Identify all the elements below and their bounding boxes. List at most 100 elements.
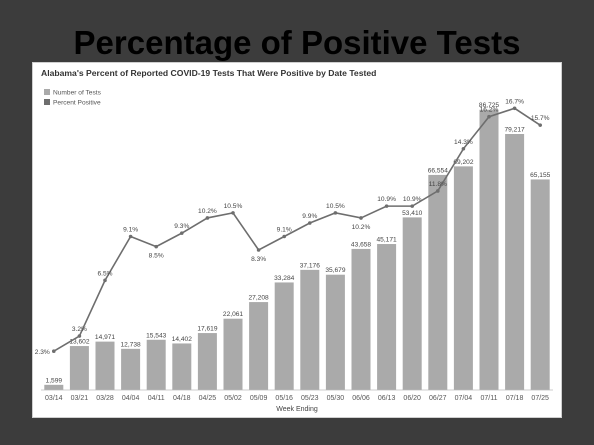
bar-04-04 — [121, 348, 141, 390]
line-point — [410, 204, 415, 208]
bar-label: 12,738 — [121, 341, 142, 348]
bar-04-18 — [172, 343, 192, 390]
line-label: 9.1% — [277, 227, 292, 234]
line-point — [487, 114, 491, 119]
line-point — [154, 244, 158, 249]
bar-label: 43,658 — [351, 241, 372, 248]
line-point — [282, 234, 286, 239]
x-tick-label: 04/18 — [173, 395, 191, 402]
bar-07-18 — [505, 134, 525, 390]
x-tick-label: 06/06 — [352, 395, 370, 402]
line-point — [128, 234, 133, 239]
line-label: 10.2% — [198, 208, 217, 215]
chart-panel: Alabama's Percent of Reported COVID-19 T… — [32, 62, 562, 418]
x-tick-label: 05/23 — [301, 395, 319, 402]
line-label: 2.3% — [35, 349, 50, 356]
bar-label: 86,725 — [479, 102, 500, 109]
line-label: 10.5% — [326, 203, 345, 210]
line-label: 9.9% — [302, 213, 317, 220]
percent-positive-line — [53, 107, 541, 352]
x-tick-label: 07/11 — [481, 395, 498, 402]
bar-05-23 — [300, 269, 320, 390]
line-point — [256, 248, 261, 252]
x-tick-label: 03/21 — [71, 395, 89, 402]
line-label: 15.7% — [531, 115, 550, 122]
legend-swatch-percent — [44, 99, 50, 105]
line-point — [308, 221, 312, 225]
chart-title: Alabama's Percent of Reported COVID-19 T… — [41, 68, 377, 78]
line-label: 6.5% — [97, 270, 112, 277]
line-label: 10.9% — [403, 196, 422, 203]
x-tick-label: 06/20 — [403, 395, 421, 402]
line-label: 10.9% — [377, 196, 396, 203]
bar-03-14 — [44, 384, 64, 390]
x-tick-label: 07/18 — [506, 395, 524, 402]
bar-03-21 — [69, 346, 89, 390]
line-point — [359, 216, 363, 220]
line-label: 10.2% — [352, 224, 371, 231]
line-label: 8.5% — [149, 253, 164, 260]
bar-label: 53,410 — [402, 210, 423, 217]
line-label: 8.3% — [251, 256, 266, 263]
bar-label: 14,402 — [172, 336, 193, 343]
bar-label: 79,217 — [505, 127, 526, 134]
x-tick-label: 06/13 — [378, 395, 396, 402]
bar-04-25 — [197, 333, 217, 390]
x-axis-title: Week Ending — [276, 406, 318, 413]
line-label: 16.7% — [505, 98, 524, 105]
bar-label: 14,971 — [95, 334, 116, 341]
bar-07-11 — [479, 109, 499, 390]
bar-label: 35,679 — [325, 267, 346, 274]
bar-label: 37,176 — [300, 262, 321, 269]
line-point — [461, 146, 466, 151]
x-tick-label: 04/04 — [122, 395, 140, 402]
x-tick-label: 07/25 — [531, 395, 549, 402]
line-point — [180, 231, 184, 235]
line-point — [103, 278, 107, 283]
legend-label-percent: Percent Positive — [53, 100, 101, 107]
line-point — [333, 211, 338, 215]
legend-swatch-tests — [44, 89, 50, 95]
bar-07-25 — [530, 179, 550, 390]
line-point — [52, 349, 56, 354]
slide-title: Percentage of Positive Tests — [73, 24, 521, 61]
x-tick-label: 05/30 — [327, 395, 345, 402]
bar-label: 65,155 — [530, 172, 551, 179]
bar-05-30 — [325, 274, 345, 390]
bar-04-11 — [146, 339, 166, 390]
x-tick-label: 03/28 — [96, 395, 114, 402]
chart-canvas: Number of Tests Percent Positive 1,599 13,6… — [35, 89, 553, 413]
line-point — [205, 216, 210, 220]
line-point — [77, 334, 82, 338]
line-label: 9.1% — [123, 227, 138, 234]
line-point — [512, 106, 517, 111]
x-tick-label: 03/14 — [45, 395, 63, 402]
legend-label-tests: Number of Tests — [53, 90, 102, 97]
bar-label: 15,543 — [146, 332, 167, 339]
x-tick-label: 04/25 — [199, 395, 217, 402]
bar-07-04 — [453, 166, 473, 390]
x-tick-label: 05/16 — [275, 395, 293, 402]
bar-label: 22,061 — [223, 311, 244, 318]
line-point — [384, 204, 389, 208]
line-label: 3.2% — [72, 326, 87, 333]
bar-label: 33,284 — [274, 275, 295, 282]
bar-06-20 — [402, 217, 422, 390]
bar-06-06 — [351, 248, 371, 390]
bar-label: 27,208 — [249, 295, 270, 302]
bar-label: 66,554 — [428, 167, 449, 174]
bar-label: 69,202 — [453, 159, 474, 166]
bar-05-02 — [223, 318, 243, 390]
bar-05-16 — [274, 282, 294, 390]
x-tick-label: 06/27 — [429, 395, 447, 402]
line-label: 10.5% — [224, 203, 243, 210]
bar-06-13 — [377, 244, 397, 390]
x-tick-label: 05/02 — [224, 395, 242, 402]
line-point — [436, 189, 440, 193]
bar-label: 17,619 — [197, 326, 218, 333]
x-tick-label: 04/11 — [148, 395, 165, 402]
bar-label: 45,171 — [377, 237, 398, 244]
line-label: 9.3% — [174, 223, 189, 230]
line-point — [231, 211, 235, 215]
